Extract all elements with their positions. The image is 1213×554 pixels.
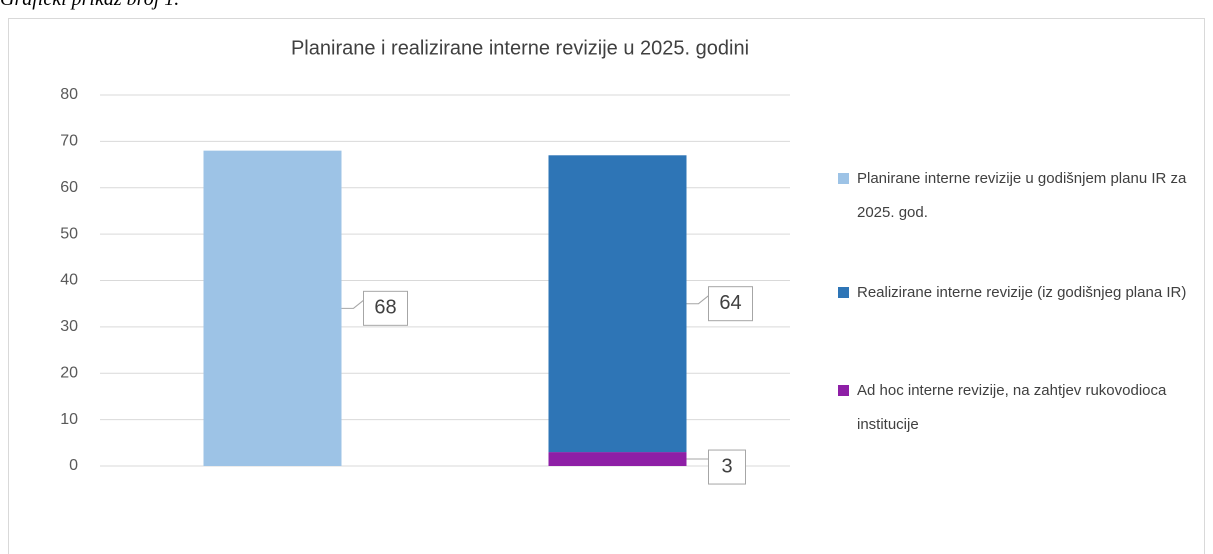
legend-swatch (838, 287, 849, 298)
y-tick-label: 30 (60, 318, 78, 335)
data-label: 3 (721, 455, 732, 477)
label-box (708, 286, 753, 322)
legend-swatch (838, 385, 849, 396)
legend-entry: Planirane interne revizije u godišnjem p… (838, 162, 1188, 230)
caption: Grafički prikaz broj 1. (0, 0, 179, 11)
legend-label: Ad hoc interne revizije, na zahtjev ruko… (857, 382, 1167, 433)
y-tick-label: 10 (60, 411, 78, 428)
legend-entry: Realizirane interne revizije (iz godišnj… (838, 276, 1188, 310)
legend-swatch (838, 173, 849, 184)
y-tick-label: 40 (60, 272, 78, 289)
data-label: 68 (374, 297, 396, 319)
label-box (708, 449, 746, 485)
label-leader (341, 299, 364, 309)
bar-segment (203, 150, 342, 466)
legend-entry: Ad hoc interne revizije, na zahtjev ruko… (838, 374, 1188, 442)
y-tick-label: 50 (60, 225, 78, 242)
y-tick-label: 20 (60, 364, 78, 381)
bar-segment (548, 452, 687, 466)
label-box (363, 290, 408, 326)
bar-segment (548, 155, 687, 453)
data-label: 64 (719, 292, 741, 314)
label-leader (686, 295, 709, 305)
y-tick-label: 80 (60, 86, 78, 103)
chart-title: Planirane i realizirane interne revizije… (291, 37, 749, 59)
y-tick-label: 60 (60, 179, 78, 196)
legend-label: Realizirane interne revizije (iz godišnj… (857, 284, 1187, 301)
legend-label: Planirane interne revizije u godišnjem p… (857, 170, 1187, 221)
y-tick-label: 70 (60, 133, 78, 150)
y-tick-label: 0 (69, 457, 78, 474)
